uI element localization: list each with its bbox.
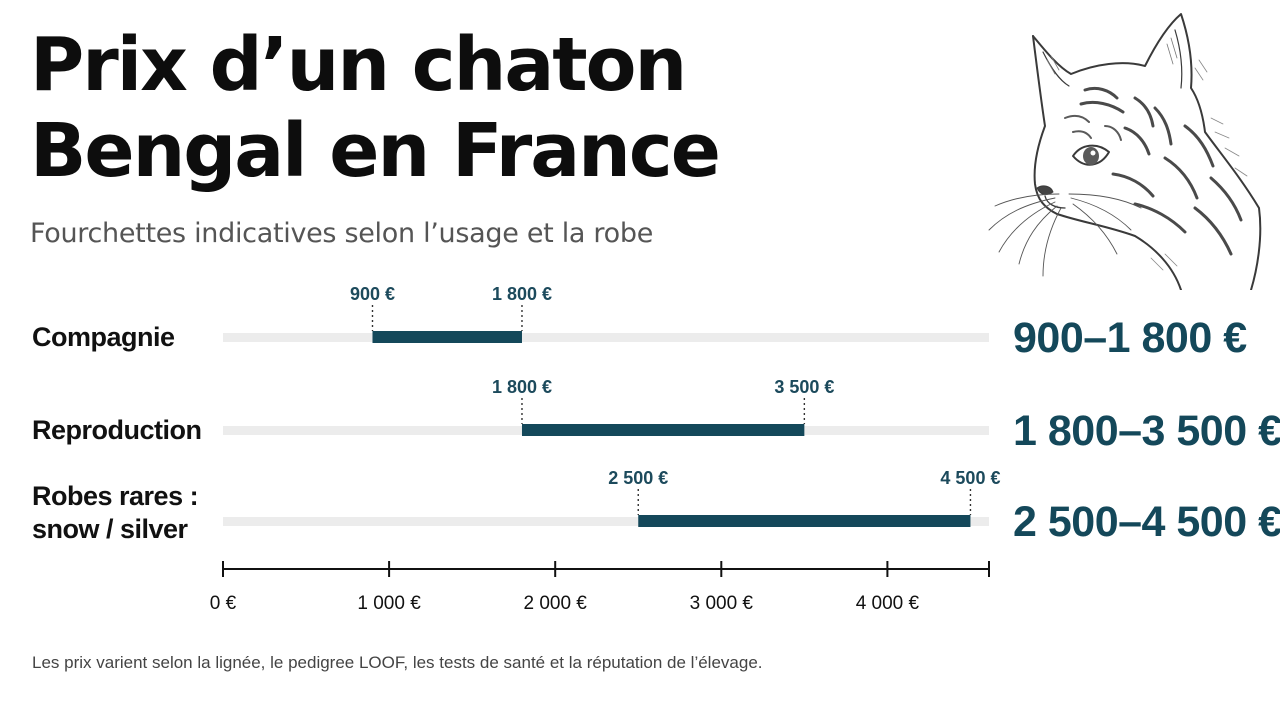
- range-row: 1 800 € 3 500 € Reproduction 1 800–3 500 €: [32, 377, 1280, 455]
- range-row: 900 € 1 800 € Compagnie 900–1 800 €: [32, 284, 1248, 362]
- low-value-label: 2 500 €: [608, 468, 668, 488]
- range-summary-label: 900–1 800 €: [1013, 314, 1247, 362]
- category-label: Compagnie: [32, 322, 175, 352]
- range-track: [223, 333, 989, 342]
- low-value-label: 1 800 €: [492, 377, 552, 397]
- chart-rows: 900 € 1 800 € Compagnie 900–1 800 € 1 800 € 3…: [32, 284, 1280, 546]
- range-bar: [638, 515, 971, 527]
- category-label: Reproduction: [32, 415, 202, 445]
- tick-label: 1 000 €: [357, 593, 421, 614]
- category-label: Robes rares :: [32, 481, 198, 511]
- high-value-label: 4 500 €: [940, 468, 1000, 488]
- title-line-1: Prix d’un chaton: [30, 22, 687, 108]
- range-summary-label: 2 500–4 500 €: [1013, 498, 1280, 546]
- footnote: Les prix varient selon la lignée, le ped…: [32, 653, 763, 672]
- tick-label: 0 €: [210, 593, 237, 614]
- range-summary-label: 1 800–3 500 €: [1013, 407, 1280, 455]
- x-axis: 0 € 1 000 € 2 000 € 3 000 € 4 000 €: [210, 561, 990, 614]
- high-value-label: 1 800 €: [492, 284, 552, 304]
- range-bar: [521, 424, 805, 436]
- low-value-label: 900 €: [350, 284, 395, 304]
- tick-label: 3 000 €: [690, 593, 754, 614]
- title-line-2: Bengal en France: [30, 108, 721, 194]
- tick-label: 2 000 €: [523, 593, 587, 614]
- subtitle: Fourchettes indicatives selon l’usage et…: [30, 218, 654, 249]
- category-label: snow / silver: [32, 514, 189, 544]
- high-value-label: 3 500 €: [774, 377, 834, 397]
- range-bar: [372, 331, 522, 343]
- tick-label: 4 000 €: [856, 593, 920, 614]
- range-row: 2 500 € 4 500 € Robes rares :snow / silver…: [32, 468, 1280, 546]
- bengal-cat-sketch-icon: [988, 13, 1262, 290]
- range-track: [223, 517, 989, 526]
- page-title: Prix d’un chaton Bengal en France: [30, 22, 721, 194]
